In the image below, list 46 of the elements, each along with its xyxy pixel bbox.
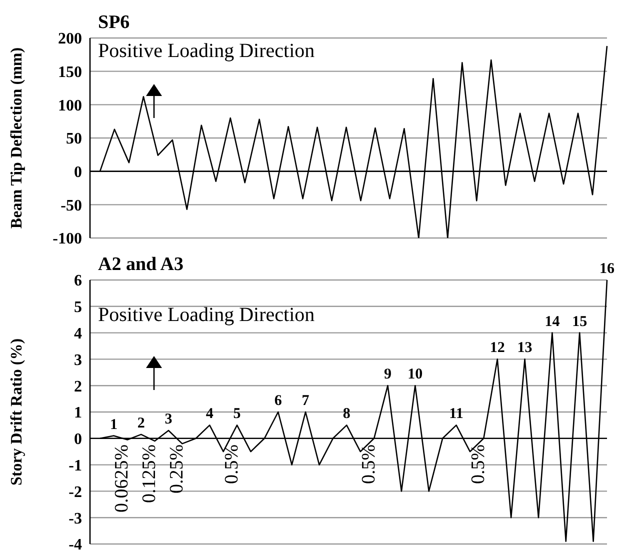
- annotation: 0.5%: [358, 444, 380, 484]
- chart-title: SP6: [98, 12, 130, 34]
- y-axis-title: Story Drift Ratio (%): [8, 338, 26, 486]
- annotation: 1: [110, 416, 118, 433]
- y-tick-label: -4: [68, 536, 82, 554]
- y-tick-label: 50: [66, 130, 82, 148]
- annotation: 10: [408, 366, 423, 383]
- y-axis-title: Beam Tip Deflection (mm): [8, 47, 26, 229]
- annotation: 0.125%: [139, 444, 160, 503]
- annotation: Positive Loading Direction: [98, 40, 315, 63]
- y-tick-label: 1: [74, 404, 82, 422]
- y-tick-label: 3: [74, 352, 82, 369]
- chart-title: A2 and A3: [98, 254, 184, 276]
- annotation: 0.5%: [221, 444, 242, 484]
- y-tick-label: -100: [52, 230, 82, 248]
- y-tick-label: 0: [74, 164, 82, 182]
- annotation: 4: [206, 406, 214, 422]
- annotation: 11: [449, 406, 464, 422]
- annotation: 2: [137, 415, 145, 432]
- annotation: 15: [572, 314, 588, 330]
- y-tick-label: -50: [60, 197, 82, 214]
- annotation: 0.0625%: [112, 444, 133, 512]
- annotation: 3: [164, 411, 172, 428]
- annotation: 0.25%: [166, 444, 188, 494]
- annotation: 12: [490, 340, 505, 356]
- annotation: 7: [302, 393, 310, 409]
- y-tick-label: 0: [74, 431, 82, 448]
- annotation: 6: [274, 393, 282, 409]
- y-tick-label: 150: [58, 64, 82, 82]
- y-tick-label: -2: [68, 484, 82, 501]
- annotation: 9: [384, 366, 392, 383]
- annotation: 5: [233, 406, 241, 422]
- y-tick-label: 5: [74, 299, 82, 316]
- annotation: 13: [517, 340, 532, 356]
- text: 16: [600, 261, 615, 277]
- annotation: 8: [342, 406, 350, 422]
- annotation: 14: [544, 314, 560, 330]
- y-tick-label: -3: [68, 510, 82, 528]
- annotation: Positive Loading Direction: [98, 304, 315, 327]
- y-tick-label: 4: [74, 325, 82, 342]
- annotation: 0.5%: [468, 444, 489, 484]
- y-tick-label: 200: [58, 30, 82, 48]
- y-tick-label: -1: [68, 457, 82, 474]
- y-tick-label: 6: [74, 272, 82, 290]
- y-tick-label: 2: [74, 378, 82, 396]
- y-tick-label: 100: [58, 97, 82, 114]
